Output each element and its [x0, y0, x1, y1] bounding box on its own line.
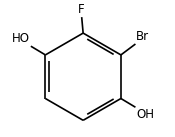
Text: HO: HO [12, 32, 30, 45]
Text: OH: OH [136, 108, 154, 121]
Text: Br: Br [136, 30, 149, 43]
Text: F: F [78, 3, 85, 16]
